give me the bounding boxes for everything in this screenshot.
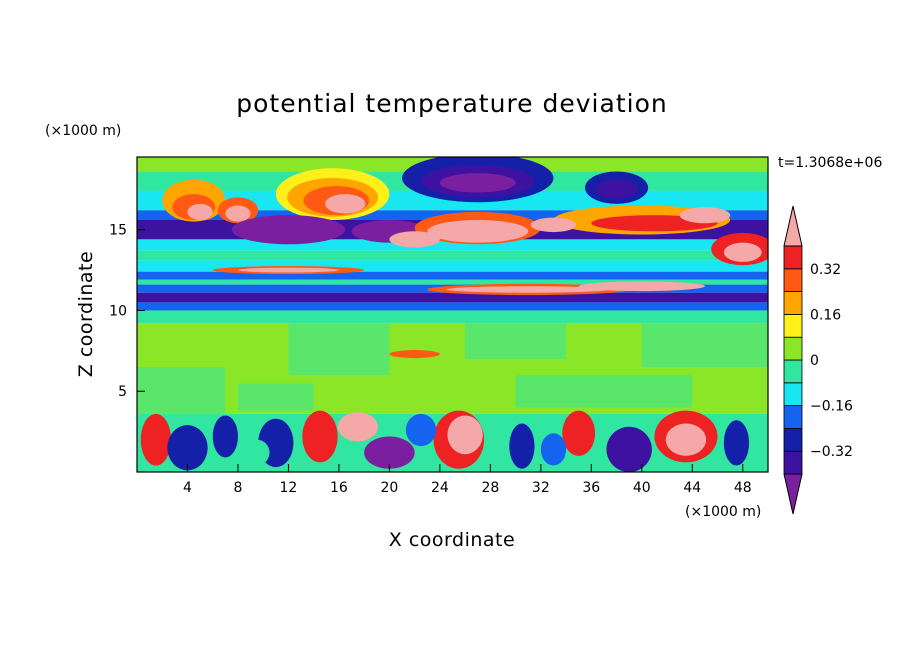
x-tick-label: 40 [633,480,651,496]
chart-title: potential temperature deviation [236,89,667,118]
y-unit-label: (×1000 m) [45,123,121,139]
x-tick-label: 44 [683,480,701,496]
x-tick-label: 20 [380,480,398,496]
x-tick-label: 36 [582,480,600,496]
x-tick-label: 24 [431,480,449,496]
colorbar-segment [783,291,803,315]
colorbar-segment [783,245,803,270]
colorbar-segment [783,405,803,429]
colorbar-extend-low [783,473,803,515]
time-label: t=1.3068e+06 [778,155,882,171]
plot-frame [136,156,769,473]
colorbar-tick-label: 0.16 [810,307,841,323]
x-axis-label: X coordinate [389,529,515,551]
y-tick-label: 10 [109,303,127,319]
x-tick-label: 16 [330,480,348,496]
x-tick-label: 4 [183,480,192,496]
y-tick-label: 5 [118,384,127,400]
y-tick-label: 15 [109,223,127,239]
colorbar-tick-label: 0.32 [810,262,841,278]
x-unit-label: (×1000 m) [685,504,761,520]
x-tick-label: 48 [734,480,752,496]
colorbar-tick-label: −0.32 [810,444,853,460]
y-axis-label: Z coordinate [75,251,97,377]
colorbar-segment [783,336,803,361]
colorbar-tick-label: −0.16 [810,399,853,415]
colorbar-segment [783,313,803,338]
colorbar-tick-label: 0 [810,353,819,369]
colorbar-segment [783,359,803,384]
contour-field [137,157,768,472]
colorbar: −0.32 −0.16 0 0.16 0.32 [783,205,853,515]
colorbar-segment [783,427,803,452]
colorbar-segment [783,382,803,406]
colorbar-extend-high [783,205,803,247]
x-tick-label: 32 [532,480,550,496]
x-tick-label: 12 [280,480,298,496]
colorbar-segment [783,268,803,292]
colorbar-segment [783,450,803,475]
y-axis: 5 10 15 [109,223,145,400]
x-tick-label: 28 [481,480,499,496]
x-tick-label: 8 [233,480,242,496]
x-axis: 4 8 12 16 20 24 28 32 36 40 44 48 [183,464,752,496]
